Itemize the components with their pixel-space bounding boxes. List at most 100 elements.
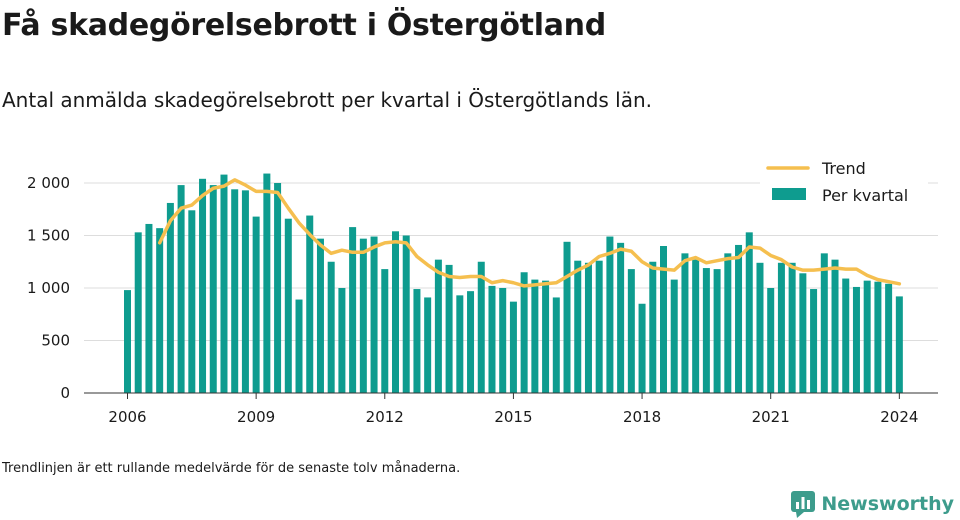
bar <box>124 290 131 393</box>
bar <box>595 260 603 393</box>
y-tick-label: 1 500 <box>27 227 70 245</box>
brand-name: Newsworthy <box>821 493 954 515</box>
y-tick-label: 500 <box>41 332 70 350</box>
bar <box>413 289 421 393</box>
bar <box>617 242 625 393</box>
bar <box>231 189 239 393</box>
legend: Trend Per kvartal <box>760 156 928 210</box>
bar <box>327 261 335 393</box>
bar <box>241 190 249 393</box>
bar <box>488 285 496 393</box>
bar <box>199 178 207 393</box>
bar <box>520 272 528 393</box>
bar <box>874 281 882 393</box>
y-axis-ticks: 0 500 1 000 1 500 2 000 <box>27 174 70 402</box>
bar <box>316 238 324 393</box>
x-tick-label: 2012 <box>366 408 404 426</box>
bar <box>392 231 399 393</box>
chart: 2006 2009 2012 2015 2018 2021 2024 0 500 1 000 1 … <box>27 156 938 426</box>
bar <box>895 296 903 393</box>
bar <box>820 253 828 393</box>
trend-line <box>157 178 902 288</box>
bar <box>799 273 807 393</box>
bar <box>767 288 775 393</box>
x-tick-label: 2015 <box>494 408 532 426</box>
bar <box>724 253 732 393</box>
bar <box>284 218 292 393</box>
bar <box>531 279 539 393</box>
bar <box>542 280 550 393</box>
bar <box>134 232 142 393</box>
bar <box>370 236 378 393</box>
bar <box>145 223 153 393</box>
x-tick-label: 2009 <box>237 408 275 426</box>
bar <box>574 260 582 393</box>
y-tick-label: 0 <box>60 384 70 402</box>
bar <box>713 269 721 393</box>
x-tick-label: 2021 <box>752 408 790 426</box>
footnote: Trendlinjen är ett rullande medelvärde f… <box>2 461 461 476</box>
bar <box>177 185 185 393</box>
x-tick-label: 2024 <box>880 408 918 426</box>
bar <box>852 286 860 393</box>
bar <box>456 295 464 393</box>
bar <box>692 259 700 393</box>
bar <box>166 202 174 393</box>
y-tick-label: 2 000 <box>27 174 70 192</box>
bar <box>606 236 614 393</box>
legend-trend-label: Trend <box>821 159 866 178</box>
bar <box>381 269 389 393</box>
bar <box>445 264 453 393</box>
brand-logo[interactable]: Newsworthy <box>791 490 954 518</box>
bar <box>499 288 507 393</box>
bar <box>788 262 796 393</box>
y-tick-label: 1 000 <box>27 279 70 297</box>
bar <box>831 259 839 393</box>
bar <box>745 232 753 393</box>
bar <box>638 303 646 393</box>
bar <box>756 262 764 393</box>
bar <box>563 241 571 393</box>
bar <box>477 261 485 393</box>
bar <box>660 246 667 393</box>
bar <box>735 244 743 393</box>
bar <box>681 253 689 393</box>
bar <box>359 238 367 393</box>
chart-subtitle: Antal anmälda skadegörelsebrott per kvar… <box>2 88 653 112</box>
bar <box>702 268 710 393</box>
bar <box>349 227 357 393</box>
bar <box>295 299 303 393</box>
bar <box>209 185 217 393</box>
bar <box>274 183 282 393</box>
bar <box>649 261 657 393</box>
bar <box>552 297 560 393</box>
bar <box>220 174 228 393</box>
bar <box>627 269 635 393</box>
bar <box>252 216 260 393</box>
bar <box>885 283 893 393</box>
bar <box>263 173 271 393</box>
x-tick-label: 2018 <box>623 408 661 426</box>
bar <box>156 228 164 393</box>
x-axis-ticks: 2006 2009 2012 2015 2018 2021 2024 <box>108 393 918 426</box>
bar <box>424 297 432 393</box>
bar <box>777 262 785 393</box>
bar <box>584 262 592 393</box>
bar <box>188 210 196 393</box>
bar <box>810 289 818 393</box>
bar <box>467 291 475 393</box>
x-tick-label: 2006 <box>108 408 146 426</box>
legend-bars-swatch <box>772 188 806 200</box>
bar-series <box>124 173 903 393</box>
bar <box>306 215 314 393</box>
bar <box>509 301 517 393</box>
bar <box>402 235 410 393</box>
bar <box>670 279 678 393</box>
bar <box>863 280 871 393</box>
chart-title: Få skadegörelsebrott i Östergötland <box>2 8 606 43</box>
bar <box>434 259 442 393</box>
legend-bars-label: Per kvartal <box>822 186 908 205</box>
bar <box>842 278 850 393</box>
newsworthy-icon <box>791 490 816 518</box>
bar <box>338 288 346 393</box>
